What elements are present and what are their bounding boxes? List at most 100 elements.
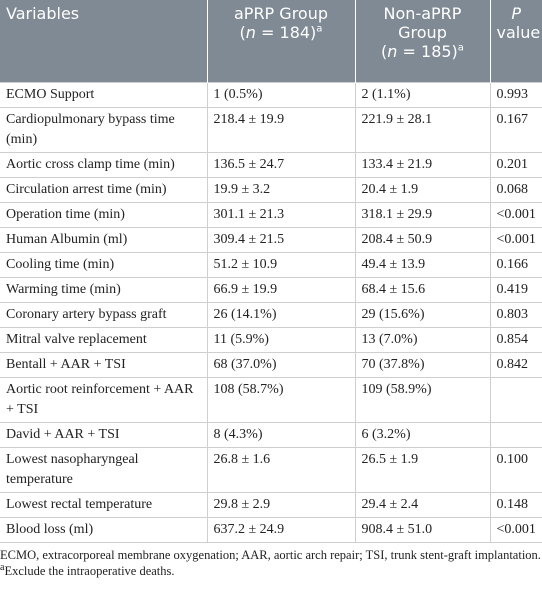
- cell: 29.8 ± 2.9: [206, 492, 356, 518]
- header-text: n: [387, 42, 398, 61]
- table-row: Mitral valve replacement 11 (5.9%) 13 (7.0…: [0, 327, 542, 353]
- cell: 13 (7.0%): [354, 327, 491, 353]
- footnote-text: Exclude the intraoperative deaths.: [4, 564, 175, 578]
- row-label: Circulation arrest time (min): [0, 177, 208, 203]
- cell: 0.842: [489, 352, 542, 378]
- header-text: Variables: [6, 4, 80, 23]
- cell: 208.4 ± 50.9: [354, 227, 491, 253]
- cell: 68 (37.0%): [206, 352, 356, 378]
- table-row: Cooling time (min) 51.2 ± 10.9 49.4 ± 13.9…: [0, 252, 542, 278]
- table-row: Aortic cross clamp time (min) 136.5 ± 24.…: [0, 152, 542, 178]
- header-text: n: [245, 23, 256, 42]
- table-row: Warming time (min) 66.9 ± 19.9 68.4 ± 15.6…: [0, 277, 542, 303]
- cell: 29 (15.6%): [354, 302, 491, 328]
- row-label: Lowest nasopharyngeal temperature: [0, 447, 208, 493]
- table-row: Coronary artery bypass graft 26 (14.1%) 29…: [0, 302, 542, 328]
- header-text: Non-aPRP: [383, 4, 462, 23]
- cell: 133.4 ± 21.9: [354, 152, 491, 178]
- cell: 11 (5.9%): [206, 327, 356, 353]
- cell: 1 (0.5%): [206, 82, 356, 108]
- cell: 49.4 ± 13.9: [354, 252, 491, 278]
- table-row: Cardiopulmonary bypass time (min) 218.4 ±…: [0, 107, 542, 153]
- table-row: Human Albumin (ml) 309.4 ± 21.5 208.4 ± 50…: [0, 227, 542, 253]
- header-text: (: [381, 42, 388, 61]
- cell: <0.001: [489, 202, 542, 228]
- cell: 908.4 ± 51.0: [354, 517, 491, 543]
- row-label: Aortic root reinforcement + AAR + TSI: [0, 377, 208, 423]
- cell: 26 (14.1%): [206, 302, 356, 328]
- cell: 26.8 ± 1.6: [206, 447, 356, 493]
- footnote-sup: a: [0, 561, 5, 573]
- cell: 66.9 ± 19.9: [206, 277, 356, 303]
- header-cell: aPRP Group (n = 184)a: [206, 0, 355, 83]
- cell: 301.1 ± 21.3: [206, 202, 356, 228]
- table-row: Blood loss (ml) 637.2 ± 24.9 908.4 ± 51.0 <…: [0, 517, 542, 543]
- cell: [489, 422, 542, 448]
- cell: 0.166: [489, 252, 542, 278]
- cell: 0.100: [489, 447, 542, 493]
- cell: 29.4 ± 2.4: [354, 492, 491, 518]
- row-label: Aortic cross clamp time (min): [0, 152, 208, 178]
- cell: 8 (4.3%): [206, 422, 356, 448]
- table-row: David + AAR + TSI 8 (4.3%) 6 (3.2%): [0, 422, 542, 448]
- row-label: Coronary artery bypass graft: [0, 302, 208, 328]
- cell: 637.2 ± 24.9: [206, 517, 356, 543]
- cell: 2 (1.1%): [354, 82, 491, 108]
- row-label: Lowest rectal temperature: [0, 492, 208, 518]
- cell: <0.001: [489, 227, 542, 253]
- header-cell: Non-aPRP Group (n = 185)a: [354, 0, 490, 83]
- header-text: = 184): [255, 23, 317, 42]
- row-label: Bentall + AAR + TSI: [0, 352, 208, 378]
- footnote: aExclude the intraoperative deaths.: [0, 561, 542, 579]
- row-label: Human Albumin (ml): [0, 227, 208, 253]
- cell: 0.419: [489, 277, 542, 303]
- cell: 0.993: [489, 82, 542, 108]
- cell: 6 (3.2%): [354, 422, 491, 448]
- row-label: ECMO Support: [0, 82, 208, 108]
- cell: [489, 377, 542, 423]
- table-row: Lowest rectal temperature 29.8 ± 2.9 29.4 …: [0, 492, 542, 518]
- cell: <0.001: [489, 517, 542, 543]
- cell: 26.5 ± 1.9: [354, 447, 491, 493]
- cell: 109 (58.9%): [354, 377, 491, 423]
- cell: 0.148: [489, 492, 542, 518]
- footnotes: ECMO, extracorporeal membrane oxygenatio…: [0, 543, 542, 579]
- cell: 0.854: [489, 327, 542, 353]
- header-row: Variables aPRP Group (n = 184)a Non-aPRP G…: [0, 0, 542, 83]
- cell: 221.9 ± 28.1: [354, 107, 491, 153]
- cell: 309.4 ± 21.5: [206, 227, 356, 253]
- header-text: = 185): [397, 42, 458, 61]
- cell: 108 (58.7%): [206, 377, 356, 423]
- row-label: Mitral valve replacement: [0, 327, 208, 353]
- data-table: Variables aPRP Group (n = 184)a Non-aPRP G…: [0, 0, 542, 543]
- header-sup: a: [316, 23, 323, 35]
- table-row: Circulation arrest time (min) 19.9 ± 3.2 2…: [0, 177, 542, 203]
- header-text: (: [239, 23, 246, 42]
- cell: 0.068: [489, 177, 542, 203]
- cell: 70 (37.8%): [354, 352, 491, 378]
- header-text: aPRP Group: [233, 4, 328, 23]
- table-body: ECMO Support 1 (0.5%) 2 (1.1%) 0.993 Cardiop…: [0, 82, 542, 543]
- cell: 0.167: [489, 107, 542, 153]
- row-label: Blood loss (ml): [0, 517, 208, 543]
- row-label: Cooling time (min): [0, 252, 208, 278]
- cell: 0.803: [489, 302, 542, 328]
- cell: 318.1 ± 29.9: [354, 202, 491, 228]
- row-label: Warming time (min): [0, 277, 208, 303]
- row-label: Cardiopulmonary bypass time (min): [0, 107, 208, 153]
- cell: 218.4 ± 19.9: [206, 107, 356, 153]
- cell: 19.9 ± 3.2: [206, 177, 356, 203]
- cell: 68.4 ± 15.6: [354, 277, 491, 303]
- header-text: P: [511, 4, 522, 23]
- header-text: Group: [398, 23, 447, 42]
- table-row: Operation time (min) 301.1 ± 21.3 318.1 ± …: [0, 202, 542, 228]
- table-row: Bentall + AAR + TSI 68 (37.0%) 70 (37.8%) 0…: [0, 352, 542, 378]
- row-label: David + AAR + TSI: [0, 422, 208, 448]
- cell: 136.5 ± 24.7: [206, 152, 356, 178]
- row-label: Operation time (min): [0, 202, 208, 228]
- header-sup: a: [457, 42, 464, 54]
- table-row: ECMO Support 1 (0.5%) 2 (1.1%) 0.993: [0, 82, 542, 108]
- table-row: Aortic root reinforcement + AAR + TSI 108…: [0, 377, 542, 423]
